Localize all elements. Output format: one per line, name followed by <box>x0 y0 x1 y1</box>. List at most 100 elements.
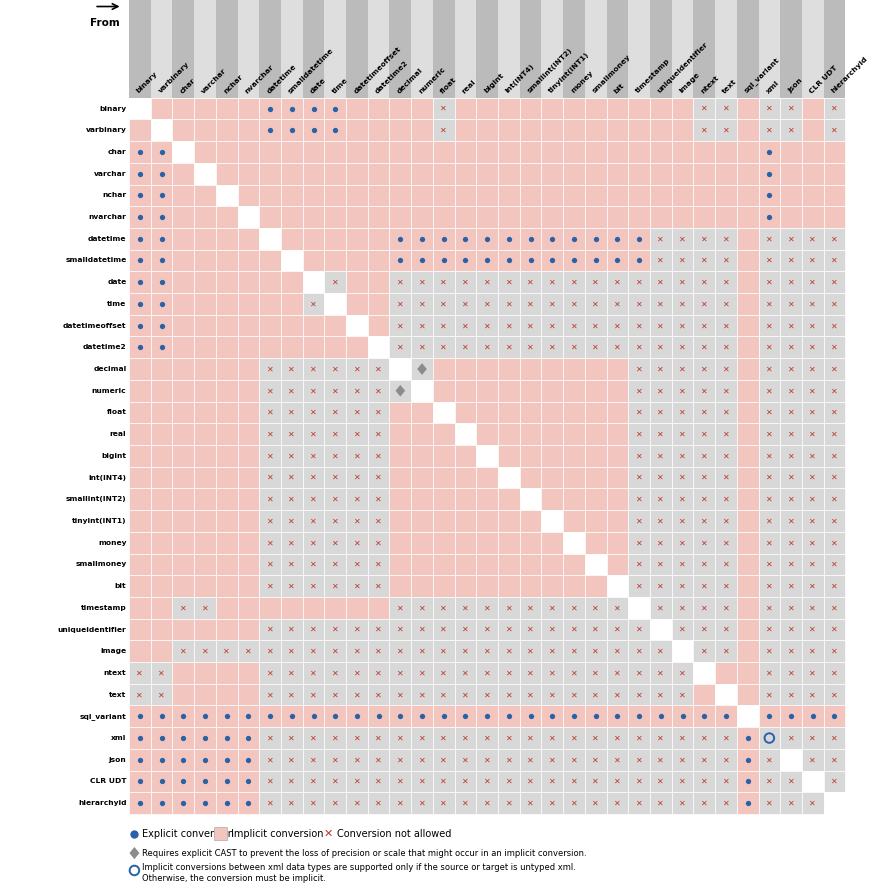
Text: ✕: ✕ <box>636 756 643 765</box>
Bar <box>325 662 346 684</box>
Bar <box>563 293 585 315</box>
Bar <box>151 662 173 684</box>
Text: ✕: ✕ <box>657 538 664 547</box>
Text: ✕: ✕ <box>397 278 404 287</box>
Text: ✕: ✕ <box>418 278 426 287</box>
Text: ✕: ✕ <box>397 299 404 309</box>
Text: datetimeoffset: datetimeoffset <box>63 322 126 328</box>
Bar <box>411 293 433 315</box>
Bar <box>650 532 671 554</box>
Bar <box>325 619 346 641</box>
Polygon shape <box>130 847 139 859</box>
Bar <box>650 554 671 575</box>
Bar <box>259 510 281 532</box>
Text: ✕: ✕ <box>289 516 295 525</box>
Bar <box>563 249 585 271</box>
Text: ✕: ✕ <box>593 798 599 807</box>
Bar <box>585 619 606 641</box>
Bar <box>367 466 390 489</box>
Text: ✕: ✕ <box>657 321 664 330</box>
Bar <box>477 0 498 98</box>
Text: ✕: ✕ <box>353 733 360 742</box>
Bar <box>563 206 585 228</box>
Bar <box>694 315 715 336</box>
Bar <box>411 315 433 336</box>
Bar <box>694 380 715 401</box>
Bar <box>238 748 259 771</box>
Text: ✕: ✕ <box>353 473 360 482</box>
Bar <box>346 228 367 249</box>
Bar <box>498 771 519 792</box>
Bar <box>606 293 628 315</box>
Text: ✕: ✕ <box>310 560 316 569</box>
Bar <box>346 142 367 163</box>
Bar <box>238 206 259 228</box>
Bar <box>454 510 477 532</box>
Text: ✕: ✕ <box>332 365 339 374</box>
Text: ✕: ✕ <box>788 516 795 525</box>
Bar <box>780 641 802 662</box>
Bar <box>606 684 628 706</box>
Bar <box>367 727 390 748</box>
Bar <box>151 0 173 98</box>
Bar <box>780 380 802 401</box>
Text: ✕: ✕ <box>593 343 599 352</box>
Text: smallint(INT2): smallint(INT2) <box>66 497 126 502</box>
Text: ✕: ✕ <box>289 495 295 504</box>
Bar <box>650 792 671 814</box>
Bar <box>715 510 737 532</box>
Bar <box>194 727 215 748</box>
Text: ✕: ✕ <box>722 647 730 656</box>
Bar <box>498 510 519 532</box>
Bar <box>194 748 215 771</box>
Bar <box>671 597 694 619</box>
Text: ✕: ✕ <box>353 798 360 807</box>
Bar <box>498 315 519 336</box>
Text: ✕: ✕ <box>484 299 491 309</box>
Text: ✕: ✕ <box>679 798 686 807</box>
Bar <box>737 792 758 814</box>
Text: ✕: ✕ <box>636 516 643 525</box>
Text: ✕: ✕ <box>809 451 816 460</box>
Bar <box>737 401 758 424</box>
Bar <box>194 249 215 271</box>
Bar <box>215 575 238 597</box>
Bar <box>367 249 390 271</box>
Bar <box>477 336 498 358</box>
Bar <box>325 380 346 401</box>
Bar <box>411 727 433 748</box>
Bar <box>346 532 367 554</box>
Bar <box>215 489 238 510</box>
Text: json: json <box>787 77 804 94</box>
Text: ✕: ✕ <box>418 299 426 309</box>
Bar <box>606 271 628 293</box>
Text: ✕: ✕ <box>418 321 426 330</box>
Bar <box>173 662 194 684</box>
Bar <box>303 489 325 510</box>
Text: ✕: ✕ <box>679 495 686 504</box>
Text: ✕: ✕ <box>831 777 838 786</box>
Bar <box>628 358 650 380</box>
Text: ✕: ✕ <box>310 495 316 504</box>
Bar <box>259 228 281 249</box>
Bar <box>215 293 238 315</box>
Bar <box>411 510 433 532</box>
Bar <box>238 293 259 315</box>
Bar <box>671 184 694 206</box>
Text: ✕: ✕ <box>701 647 708 656</box>
Text: ✕: ✕ <box>722 516 730 525</box>
Text: ✕: ✕ <box>484 756 491 765</box>
Bar <box>325 0 346 98</box>
Bar <box>215 206 238 228</box>
Bar <box>498 293 519 315</box>
Bar <box>563 771 585 792</box>
Bar <box>173 619 194 641</box>
Bar <box>802 706 823 727</box>
Text: smallmoney: smallmoney <box>592 54 632 94</box>
Text: ✕: ✕ <box>766 104 772 113</box>
Bar <box>390 380 411 401</box>
Bar <box>411 0 433 98</box>
Text: ✕: ✕ <box>353 625 360 634</box>
Text: ✕: ✕ <box>614 798 620 807</box>
Bar <box>628 119 650 142</box>
